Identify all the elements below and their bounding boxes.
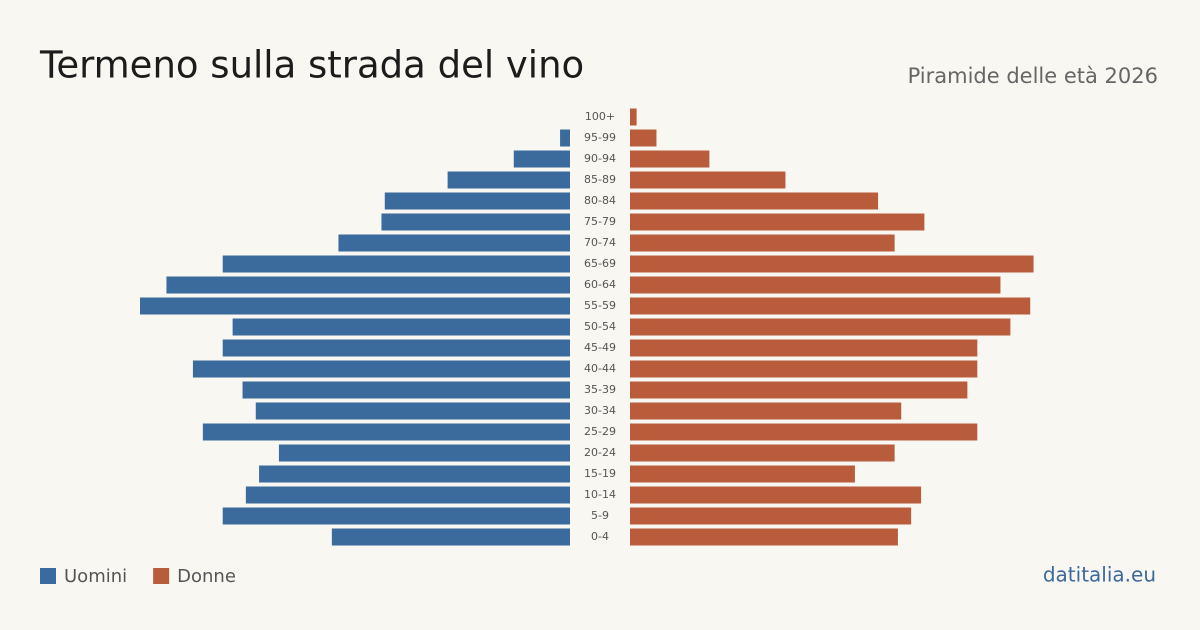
bar [140, 297, 570, 315]
bar [630, 129, 657, 147]
age-label: 25-29 [584, 425, 616, 438]
bar [630, 213, 925, 231]
bar [630, 255, 1034, 273]
age-label: 45-49 [584, 341, 616, 354]
bar [630, 234, 895, 252]
bar [630, 192, 879, 210]
age-label: 80-84 [584, 194, 616, 207]
age-label: 50-54 [584, 320, 616, 333]
bar [630, 297, 1031, 315]
bar [630, 423, 978, 441]
bar [560, 129, 570, 147]
bar [630, 507, 912, 525]
bar [630, 108, 637, 126]
bar [222, 339, 570, 357]
bar [242, 381, 571, 399]
bar [338, 234, 570, 252]
bar [630, 486, 922, 504]
bar [202, 423, 570, 441]
age-label: 40-44 [584, 362, 616, 375]
bar [630, 465, 855, 483]
age-label: 20-24 [584, 446, 616, 459]
legend-label: Uomini [64, 566, 127, 587]
chart-title: Termeno sulla strada del vino [39, 44, 584, 87]
bar [245, 486, 570, 504]
age-label: 75-79 [584, 215, 616, 228]
bar [259, 465, 570, 483]
age-label: 5-9 [591, 509, 609, 522]
bar [255, 402, 570, 420]
age-label: 65-69 [584, 257, 616, 270]
bar [513, 150, 570, 168]
age-label: 55-59 [584, 299, 616, 312]
bar [630, 318, 1011, 336]
age-label: 30-34 [584, 404, 616, 417]
bar [222, 507, 570, 525]
age-label: 95-99 [584, 131, 616, 144]
age-label: 100+ [585, 110, 615, 123]
legend-label: Donne [177, 566, 236, 587]
bar [166, 276, 570, 294]
age-label: 15-19 [584, 467, 616, 480]
bar [630, 444, 895, 462]
bar [630, 528, 898, 546]
bar [384, 192, 570, 210]
bar [630, 171, 786, 189]
bar [630, 339, 978, 357]
age-label: 10-14 [584, 488, 616, 501]
source: datitalia.eu [1043, 563, 1156, 587]
bar [232, 318, 570, 336]
bar [192, 360, 570, 378]
age-label: 35-39 [584, 383, 616, 396]
chart-subtitle: Piramide delle età 2026 [908, 64, 1158, 88]
bar [278, 444, 570, 462]
bar [331, 528, 570, 546]
bar [447, 171, 570, 189]
age-label: 60-64 [584, 278, 616, 291]
legend-swatch [153, 568, 170, 584]
age-label: 85-89 [584, 173, 616, 186]
legend-swatch [40, 568, 56, 584]
bar [381, 213, 570, 231]
bar [630, 276, 1001, 294]
bar [630, 360, 978, 378]
age-label: 0-4 [591, 530, 609, 543]
bar [630, 150, 710, 168]
bar [630, 381, 968, 399]
age-label: 70-74 [584, 236, 616, 249]
bar [630, 402, 902, 420]
age-label: 90-94 [584, 152, 616, 165]
bar [222, 255, 570, 273]
